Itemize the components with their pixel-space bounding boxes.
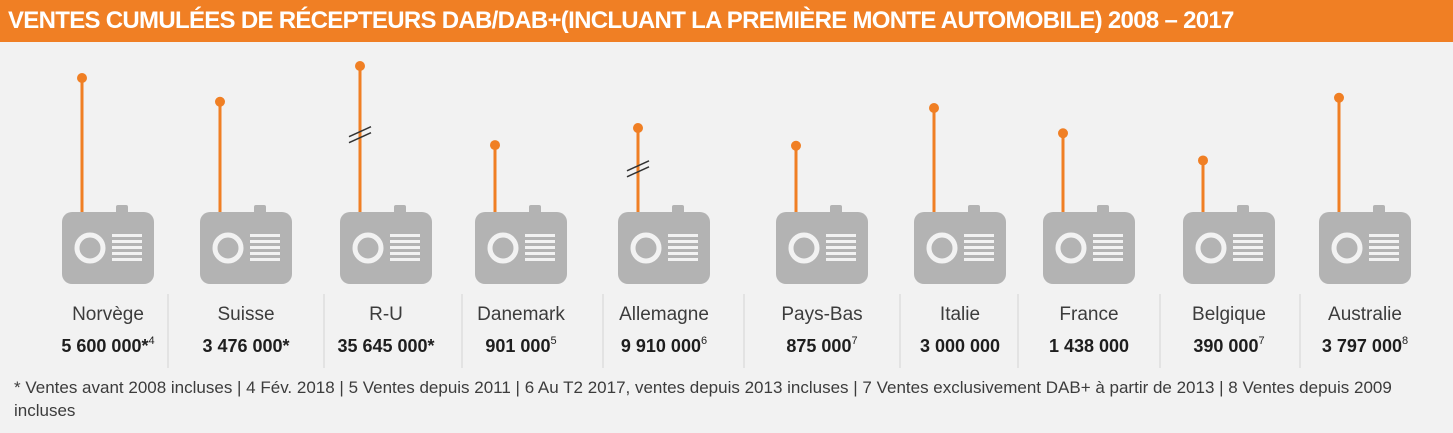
value-number: 1 438 000: [1049, 336, 1129, 356]
antenna-tip: [490, 140, 500, 151]
value-number: 875 000: [786, 336, 851, 356]
antenna-tip: [215, 96, 225, 107]
value-label: 3 797 0008: [1322, 335, 1408, 356]
radio-icon: [1043, 205, 1135, 284]
radio-icon: [475, 205, 567, 284]
value-label: 3 476 000*: [202, 336, 289, 356]
category-label: France: [1059, 304, 1118, 325]
value-label: 3 000 000: [920, 336, 1000, 356]
value-number: 3 476 000*: [202, 336, 289, 356]
column-1: Norvège 5 600 000*4: [61, 73, 155, 356]
category-label: Belgique: [1192, 304, 1266, 325]
scale-break-marker: [348, 126, 372, 144]
radio-icon: [618, 205, 710, 284]
antenna-tip: [1334, 92, 1344, 103]
category-label: Allemagne: [619, 304, 709, 325]
category-label: Danemark: [477, 304, 565, 325]
footnote-reference: 5: [550, 335, 556, 347]
column-8: France 1 438 000: [1043, 128, 1135, 356]
column-6: Pays-Bas 875 0007: [776, 140, 868, 356]
value-label: 875 0007: [786, 335, 857, 356]
footnotes: * Ventes avant 2008 incluses | 4 Fév. 20…: [14, 378, 1392, 420]
value-number: 5 600 000*: [61, 336, 148, 356]
radio-icon: [62, 205, 154, 284]
footnote-reference: 7: [851, 335, 857, 347]
footnote-reference: 4: [148, 335, 154, 347]
footnote-reference: 7: [1258, 335, 1264, 347]
column-9: Belgique 390 0007: [1183, 155, 1275, 356]
radio-icon: [200, 205, 292, 284]
value-number: 3 000 000: [920, 336, 1000, 356]
radio-icon: [340, 205, 432, 284]
category-label: Pays-Bas: [781, 304, 862, 325]
value-label: 390 0007: [1193, 335, 1264, 356]
title-banner: VENTES CUMULÉES DE RÉCEPTEURS DAB/DAB+(I…: [0, 0, 1453, 42]
value-label: 1 438 000: [1049, 336, 1129, 356]
category-label: Australie: [1328, 304, 1402, 325]
value-label: 5 600 000*4: [61, 335, 154, 356]
footnote-reference: 8: [1402, 335, 1408, 347]
antenna-tip: [1198, 155, 1208, 166]
value-number: 35 645 000*: [337, 336, 434, 356]
antenna-tip: [355, 61, 365, 71]
antenna-tip: [633, 123, 643, 133]
footnote-reference: 6: [701, 335, 707, 347]
antenna-tip: [791, 140, 801, 151]
radio-icon: [1319, 205, 1411, 284]
value-label: 35 645 000*: [337, 336, 434, 356]
antenna-tip: [929, 103, 939, 114]
column-7: Italie 3 000 000: [914, 103, 1006, 356]
radio-pictogram-chart: Norvège 5 600 000*4 Suisse 3 476 000* R-U 35 …: [61, 61, 1411, 368]
column-4: Danemark 901 0005: [475, 140, 567, 356]
value-label: 9 910 0006: [621, 335, 707, 356]
antenna-tip: [1058, 128, 1068, 139]
scale-break-marker: [626, 160, 650, 178]
value-number: 390 000: [1193, 336, 1258, 356]
column-2: Suisse 3 476 000*: [200, 96, 292, 356]
category-label: R-U: [369, 304, 403, 325]
antenna-tip: [77, 73, 87, 83]
value-label: 901 0005: [485, 335, 556, 356]
value-number: 3 797 000: [1322, 336, 1402, 356]
category-label: Italie: [940, 304, 980, 325]
radio-icon: [914, 205, 1006, 284]
column-5: Allemagne 9 910 0006: [618, 123, 710, 356]
category-label: Suisse: [217, 304, 274, 325]
page-title: VENTES CUMULÉES DE RÉCEPTEURS DAB/DAB+(I…: [8, 7, 1234, 34]
value-number: 901 000: [485, 336, 550, 356]
column-3: R-U 35 645 000*: [337, 61, 435, 356]
radio-icon: [776, 205, 868, 284]
radio-icon: [1183, 205, 1275, 284]
category-label: Norvège: [72, 304, 144, 325]
value-number: 9 910 000: [621, 336, 701, 356]
column-10: Australie 3 797 0008: [1319, 92, 1411, 356]
